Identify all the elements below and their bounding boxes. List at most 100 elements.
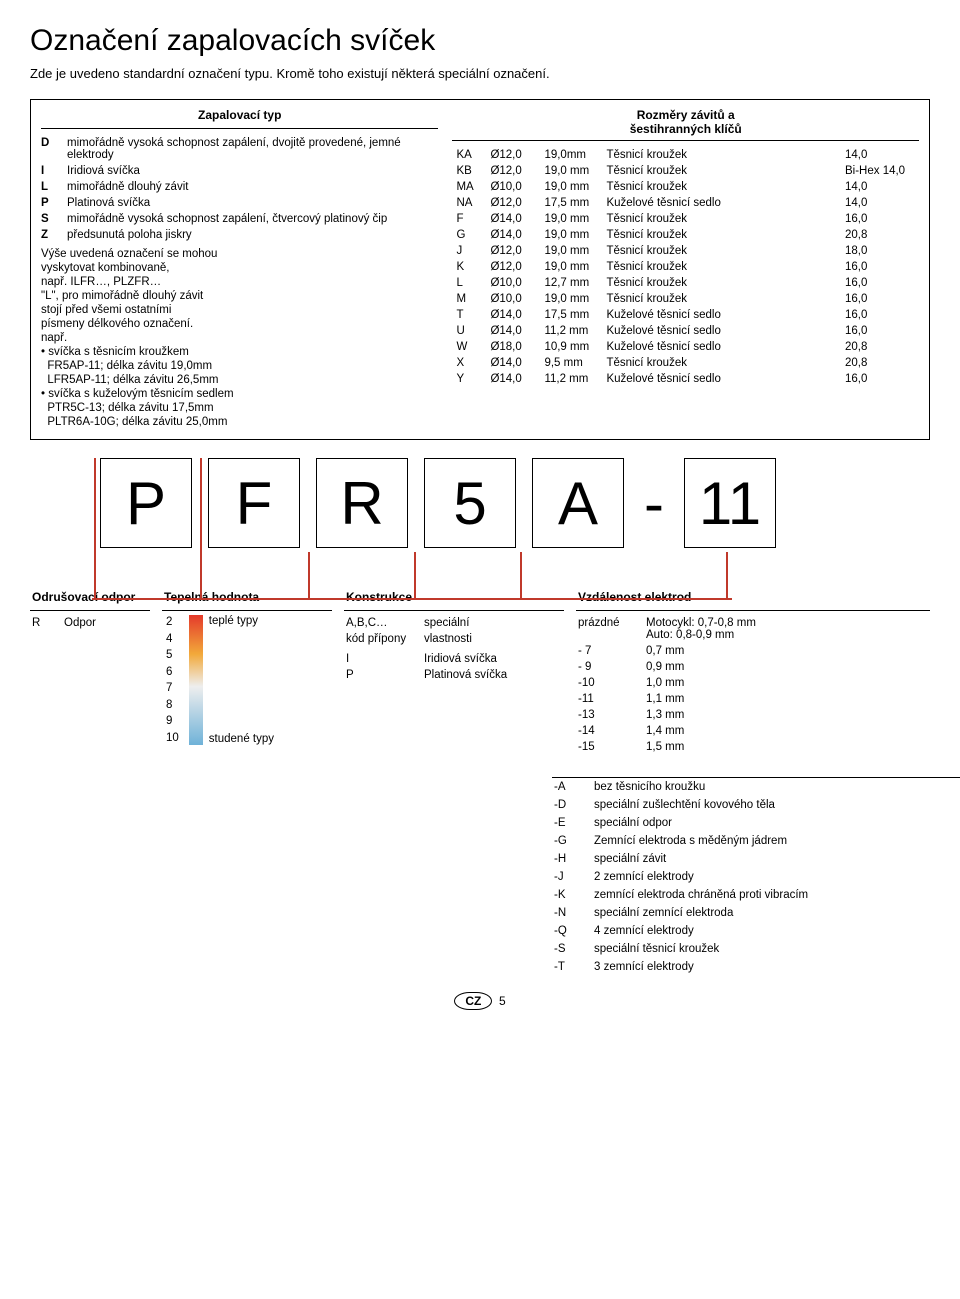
k: -Q: [554, 925, 594, 937]
thread-cell: 19,0 mm: [540, 259, 602, 275]
thread-cell: Ø10,0: [486, 291, 540, 307]
type-note: FR5AP-11; délka závitu 19,0mm: [41, 359, 438, 373]
thread-cell: 17,5 mm: [540, 307, 602, 323]
k: - 7: [578, 645, 646, 657]
k: -K: [554, 889, 594, 901]
letter-box: 11: [684, 458, 776, 548]
v: speciální odpor: [594, 817, 672, 829]
thread-row: XØ14,09,5 mmTěsnicí kroužek20,8: [452, 355, 919, 371]
code-letter: D: [41, 137, 67, 149]
v: 2 zemnící elektrody: [594, 871, 694, 883]
code-desc: Platinová svíčka: [67, 197, 438, 209]
mini-row: prázdnéMotocykl: 0,7-0,8 mm Auto: 0,8-0,…: [576, 615, 930, 643]
thread-cell: KA: [452, 147, 486, 163]
code-letter: P: [41, 197, 67, 209]
thread-cell: M: [452, 291, 486, 307]
v: 1,5 mm: [646, 741, 928, 753]
thread-cell: 16,0: [841, 275, 919, 291]
type-note: vyskytovat kombinovaně,: [41, 261, 438, 275]
col-gap: Vzdálenost elektrod prázdnéMotocykl: 0,7…: [576, 586, 930, 755]
thread-cell: Ø14,0: [486, 307, 540, 323]
bottom-grid: Odrušovací odpor ROdpor Tepelná hodnota …: [30, 586, 930, 755]
type-notes: Výše uvedená označení se mohouvyskytovat…: [41, 247, 438, 429]
thread-cell: 16,0: [841, 371, 919, 387]
k: -D: [554, 799, 594, 811]
thread-row: MØ10,019,0 mmTěsnicí kroužek16,0: [452, 291, 919, 307]
code-desc: Iridiová svíčka: [67, 165, 438, 177]
suffix-row: -GZemnící elektroda s měděným jádrem: [552, 832, 960, 850]
type-note: např. ILFR…, PLZFR…: [41, 275, 438, 289]
thread-cell: Kuželové těsnicí sedlo: [602, 323, 841, 339]
mini-row: kód příponyvlastnosti: [344, 631, 564, 647]
v: 0,7 mm: [646, 645, 928, 657]
thread-cell: Těsnicí kroužek: [602, 163, 841, 179]
mini-row: - 90,9 mm: [576, 659, 930, 675]
thread-row: KAØ12,019,0mmTěsnicí kroužek14,0: [452, 147, 919, 163]
code-desc: mimořádně dlouhý závit: [67, 181, 438, 193]
code-row: Smimořádně vysoká schopnost zapálení, čt…: [41, 211, 438, 227]
k: R: [32, 617, 64, 629]
thread-cell: Ø10,0: [486, 179, 540, 195]
code-row: Lmimořádně dlouhý závit: [41, 179, 438, 195]
k: -J: [554, 871, 594, 883]
heat-num: 7: [162, 681, 183, 695]
thread-cell: 14,0: [841, 179, 919, 195]
k: -S: [554, 943, 594, 955]
suffix-row: -Hspeciální závit: [552, 850, 960, 868]
thread-cell: Těsnicí kroužek: [602, 227, 841, 243]
v: 1,3 mm: [646, 709, 928, 721]
thread-cell: Ø14,0: [486, 355, 540, 371]
heat-top: teplé typy: [209, 615, 274, 627]
letter-box: 5: [424, 458, 516, 548]
type-note: např.: [41, 331, 438, 345]
heat-num: 6: [162, 665, 183, 679]
thread-cell: 14,0: [841, 195, 919, 211]
thread-row: TØ14,017,5 mmKuželové těsnicí sedlo16,0: [452, 307, 919, 323]
thread-cell: 20,8: [841, 339, 919, 355]
thread-row: KØ12,019,0 mmTěsnicí kroužek16,0: [452, 259, 919, 275]
mini-row: PPlatinová svíčka: [344, 667, 564, 683]
thread-row: FØ14,019,0 mmTěsnicí kroužek16,0: [452, 211, 919, 227]
thread-cell: K: [452, 259, 486, 275]
k: -N: [554, 907, 594, 919]
v: 3 zemnící elektrody: [594, 961, 694, 973]
v: bez těsnicího kroužku: [594, 781, 705, 793]
code-row: IIridiová svíčka: [41, 163, 438, 179]
k: -14: [578, 725, 646, 737]
type-header: Zapalovací typ: [41, 108, 438, 129]
mini-row: A,B,C…speciální: [344, 615, 564, 631]
v: zemnící elektroda chráněná proti vibrací…: [594, 889, 808, 901]
k: -H: [554, 853, 594, 865]
v: Iridiová svíčka: [424, 653, 562, 665]
letter-box: F: [208, 458, 300, 548]
thread-cell: Ø14,0: [486, 227, 540, 243]
code-letter: Z: [41, 229, 67, 241]
thread-cell: Kuželové těsnicí sedlo: [602, 195, 841, 211]
thread-header: Rozměry závitů a šestihranných klíčů: [452, 108, 919, 141]
mini-row: -131,3 mm: [576, 707, 930, 723]
thread-cell: Kuželové těsnicí sedlo: [602, 339, 841, 355]
v: speciální zušlechtění kovového těla: [594, 799, 775, 811]
code-desc: mimořádně vysoká schopnost zapálení, dvo…: [67, 137, 438, 161]
mini-row: -111,1 mm: [576, 691, 930, 707]
heat-num: 2: [162, 615, 183, 629]
type-note: LFR5AP-11; délka závitu 26,5mm: [41, 373, 438, 387]
thread-cell: Těsnicí kroužek: [602, 275, 841, 291]
thread-cell: G: [452, 227, 486, 243]
thread-cell: Ø14,0: [486, 323, 540, 339]
thread-cell: 20,8: [841, 355, 919, 371]
heat-num: 9: [162, 714, 183, 728]
page-title: Označení zapalovacích svíček: [30, 24, 930, 58]
thread-cell: Těsnicí kroužek: [602, 259, 841, 275]
mini-row: IIridiová svíčka: [344, 651, 564, 667]
type-note: stojí před všemi ostatními: [41, 303, 438, 317]
suffix-row: -Especiální odpor: [552, 814, 960, 832]
thread-cell: Ø12,0: [486, 259, 540, 275]
thread-cell: U: [452, 323, 486, 339]
v: Motocykl: 0,7-0,8 mm Auto: 0,8-0,9 mm: [646, 617, 928, 641]
top-box: Zapalovací typ Dmimořádně vysoká schopno…: [30, 99, 930, 440]
thread-cell: 11,2 mm: [540, 371, 602, 387]
col-resistor: Odrušovací odpor ROdpor: [30, 586, 150, 755]
thread-cell: 12,7 mm: [540, 275, 602, 291]
subtitle: Zde je uvedeno standardní označení typu.…: [30, 66, 930, 81]
